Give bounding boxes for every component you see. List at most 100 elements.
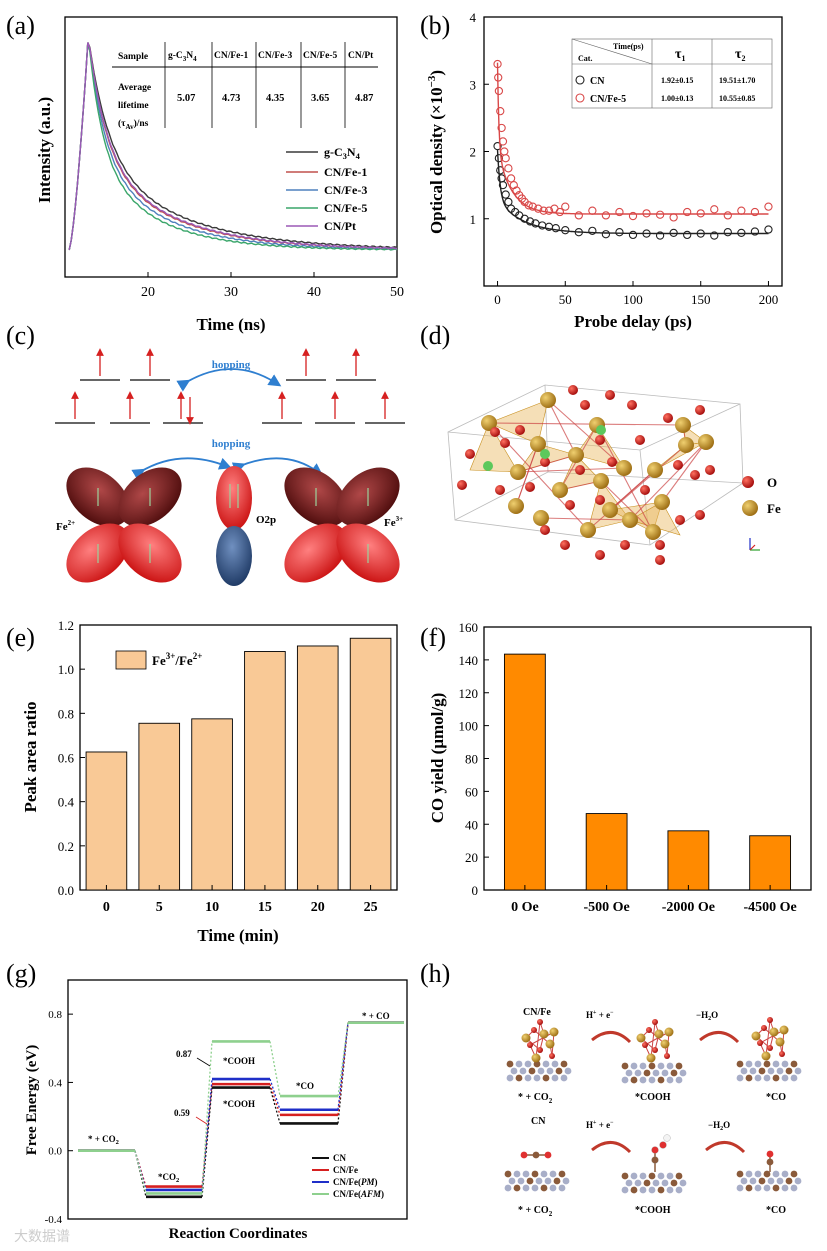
slab-atom	[652, 1069, 660, 1077]
panel-e-x-tick-label: 10	[205, 900, 219, 915]
crystal-o-atom	[690, 470, 700, 480]
panel-f-y-tick-label: 120	[459, 686, 479, 701]
slab-atom	[504, 1184, 512, 1192]
slab-atom	[648, 1062, 656, 1070]
panel-g-connector-cnfeafm	[269, 1041, 281, 1097]
panel-b-point-cn	[723, 228, 732, 237]
panel-b-point-cnfe5	[696, 209, 705, 218]
panel-e-bar-15	[244, 651, 286, 891]
label-fe2: Fe2+	[56, 519, 75, 533]
panel-b-point-cn	[504, 197, 513, 207]
panel-f-bar--4500-Oe	[749, 835, 792, 891]
slab-atom	[621, 1076, 629, 1084]
panel-b-point-cn	[498, 180, 508, 190]
slab-atom	[666, 1062, 674, 1070]
cluster-atom	[646, 1027, 652, 1033]
table-b-cn-tau1: 1.92±0.15	[661, 76, 693, 85]
crystal-bond	[515, 443, 539, 507]
slab-atom	[526, 1177, 534, 1185]
cluster-bond	[650, 1021, 656, 1059]
crystal-o-atom	[580, 400, 590, 410]
slab-atom	[754, 1060, 762, 1068]
crystal-fe-atom	[552, 482, 568, 498]
step-label-co: *CO	[296, 1081, 314, 1091]
panel-f-y-tick-label: 160	[459, 620, 479, 635]
slab-atom	[519, 1067, 527, 1075]
panel-b-point-cnfe5	[669, 213, 678, 222]
panel-b-point-cn	[750, 227, 760, 236]
panel-h-curved-arrows	[591, 1031, 746, 1154]
panel-a: (a) 20 30 40 50 Time (ns) Intensity (a.u.) …	[6, 11, 404, 334]
slab-atom	[555, 1067, 563, 1075]
cluster-atom	[761, 1025, 767, 1031]
slab-atom	[522, 1170, 530, 1178]
crystal-fe-atom	[678, 437, 694, 453]
panel-b-point-cnfe5	[655, 210, 665, 219]
slab-atom	[772, 1074, 780, 1082]
slab-atom	[643, 1069, 651, 1077]
crystal-bond	[547, 399, 625, 469]
slab-atom	[621, 1172, 629, 1180]
slab-atom	[736, 1074, 744, 1082]
crystal-o-atom	[568, 385, 578, 395]
panel-b-point-cn	[574, 228, 583, 237]
panel-f-y-tick-label: 60	[465, 784, 478, 799]
slab-atom	[537, 1067, 545, 1075]
cluster-atom	[779, 1025, 789, 1035]
crystal-fe-atom	[602, 502, 618, 518]
slab-atom	[531, 1170, 539, 1178]
slab-atom	[758, 1067, 766, 1075]
slab-atom	[504, 1170, 512, 1178]
panel-g-connector-cnfepm	[337, 1022, 349, 1110]
crystal-o-atom	[695, 510, 705, 520]
crystal-o-atom	[457, 480, 467, 490]
crystal-bond	[629, 441, 707, 521]
cooh-atom	[659, 1141, 667, 1149]
slab-atom	[621, 1062, 629, 1070]
panel-f: (f) 0 20 40 60 80 100 120 140 160 0 Oe -500 Oe -200…	[420, 620, 812, 915]
slab-atom	[781, 1170, 789, 1178]
panel-b-point-cnfe5	[528, 202, 537, 211]
cluster-atom	[779, 1051, 785, 1057]
crystal-bond	[600, 480, 654, 533]
panel-b-point-cnfe5	[544, 206, 554, 215]
crystal-o-atom	[663, 413, 673, 423]
slab-atom	[630, 1172, 638, 1180]
slab-atom	[625, 1179, 633, 1187]
legend-g-cnfe-afm: CN/Fe(AFM)	[333, 1189, 384, 1199]
slab-atom	[510, 1067, 518, 1075]
slab-atom	[535, 1177, 543, 1185]
cluster-atom	[531, 1053, 541, 1063]
slab-atom	[540, 1170, 548, 1178]
panel-g-legend: CN CN/Fe CN/Fe(PM) CN/Fe(AFM)	[312, 1153, 384, 1199]
cluster-atom	[539, 1029, 549, 1039]
h-top-state1: * + CO2	[518, 1092, 553, 1105]
annotation-0-87-pointer	[196, 1057, 211, 1067]
fe2-d-orbital	[66, 467, 182, 583]
h-row-label-cn: CN	[531, 1116, 546, 1127]
slab-atom	[544, 1177, 552, 1185]
panel-g: (g) -0.4 0.0 0.4 0.8 Reaction Coordinates F…	[6, 959, 408, 1242]
slab-atom	[772, 1060, 780, 1068]
panel-b-y-tick-label: 2	[470, 145, 477, 160]
table-b-header-tau2: τ2	[735, 47, 745, 63]
panel-b-point-cn	[561, 226, 570, 235]
cluster-atom	[531, 1027, 537, 1033]
panel-f-bar--500-Oe	[585, 813, 628, 891]
slab-atom	[528, 1067, 536, 1075]
panel-e-x-tick-label: 5	[156, 900, 163, 915]
slab-atom	[785, 1067, 793, 1075]
table-a-header-cnfe1: CN/Fe-1	[214, 51, 249, 61]
panel-b-point-cnfe5	[555, 207, 565, 217]
panel-f-x-tick-label: -4500 Oe	[743, 900, 796, 915]
slab-atom	[657, 1172, 665, 1180]
panel-f-bars: 0 20 40 60 80 100 120 140 160 0 Oe -500 Oe -2000 Oe…	[459, 620, 797, 915]
slab-atom	[666, 1186, 674, 1194]
panel-g-energy-diagram: -0.4 0.0 0.4 0.8	[45, 1009, 404, 1226]
panel-b-point-cnfe5	[588, 206, 597, 215]
panel-b-point-cn	[764, 225, 773, 234]
slab-atom	[666, 1076, 674, 1084]
panel-e-legend-label: Fe3+/Fe2+	[152, 651, 202, 668]
slab-atom	[560, 1060, 568, 1068]
crystal-fe-atom	[481, 415, 497, 431]
